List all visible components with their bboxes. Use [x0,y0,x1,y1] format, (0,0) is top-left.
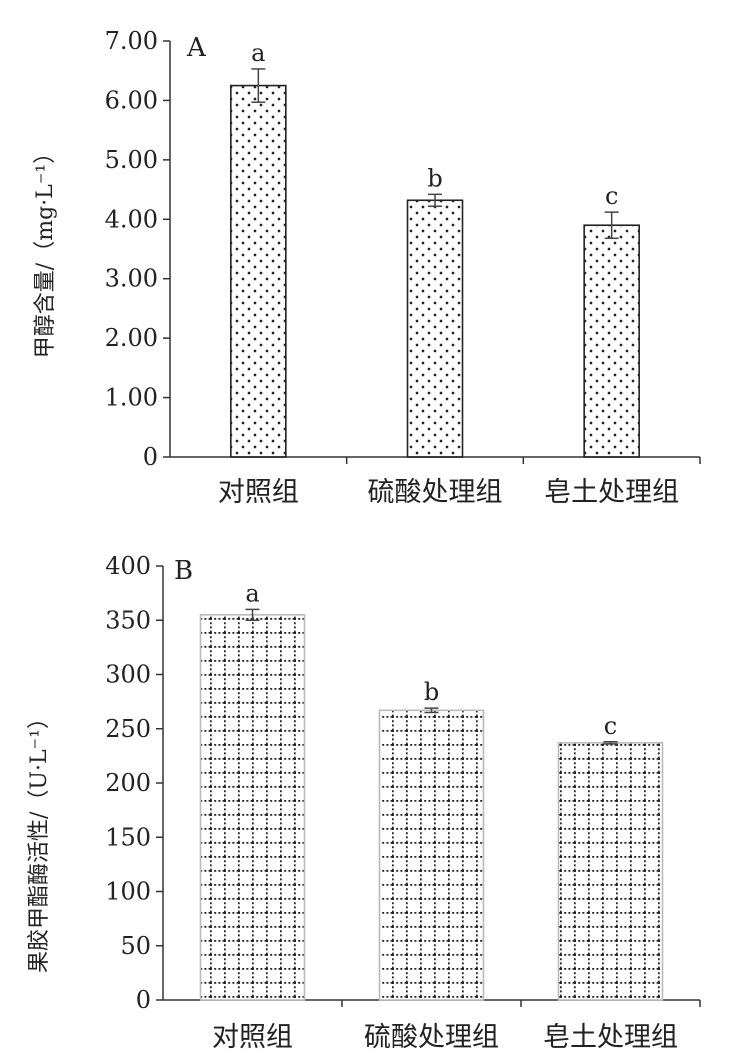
x-tick-label: 硫酸处理组 [364,1022,499,1053]
y-tick-label: 6.00 [105,86,158,114]
y-tick-label: 200 [105,769,151,797]
x-tick-label: 硫酸处理组 [368,477,503,508]
bar [406,199,464,458]
bar [199,614,306,1001]
significance-label: b [424,678,439,706]
y-tick-label: 0 [143,443,158,471]
bar [557,742,664,1001]
significance-label: a [245,579,259,607]
significance-label: a [251,39,265,67]
y-tick-label: 50 [120,932,151,960]
chart-b-pme-activity: B 果胶甲酯酶活性/（U·L⁻¹） 0 50 100 150 200 250 300 350 4… [27,552,701,1053]
significance-label: c [605,182,618,210]
y-tick-label: 0 [136,986,151,1014]
y-tick-label: 3.00 [105,265,158,293]
y-tick-label: 150 [105,823,151,851]
y-tick-label: 4.00 [105,205,158,233]
y-axis-label: 果胶甲酯酶活性/（U·L⁻¹） [27,707,52,973]
significance-label: b [427,164,442,192]
y-tick-label: 350 [105,606,151,634]
plot-area: 0 50 100 150 200 250 300 350 400 a 对照组 b 硫酸处理组 c 皂土处理组 [105,552,701,1053]
plot-area: 0 1.00 2.00 3.00 4.00 5.00 6.00 7.00 a 对照组 b 硫酸处理组 c… [105,27,701,508]
chart-a-methanol: A 甲醇含量/（mg·L⁻¹） 0 1.00 2.00 3.00 4.00 5.00 6.0… [33,27,701,508]
panel-label: B [174,556,193,586]
y-axis-label: 甲醇含量/（mg·L⁻¹） [33,142,58,358]
y-tick-label: 400 [105,552,151,580]
significance-label: c [604,712,617,740]
y-tick-label: 250 [105,715,151,743]
x-tick-label: 对照组 [212,1022,293,1053]
bar [583,224,640,458]
y-tick-label: 7.00 [105,27,158,55]
y-tick-label: 1.00 [105,384,158,412]
panel-label: A [186,33,207,63]
bar [230,84,287,458]
y-tick-label: 5.00 [105,146,158,174]
x-tick-label: 皂土处理组 [543,1022,678,1053]
bar [378,709,485,1001]
y-tick-label: 100 [105,878,151,906]
x-tick-label: 皂土处理组 [544,477,679,508]
y-tick-label: 300 [105,661,151,689]
x-tick-label: 对照组 [218,477,299,508]
y-tick-label: 2.00 [105,324,158,352]
